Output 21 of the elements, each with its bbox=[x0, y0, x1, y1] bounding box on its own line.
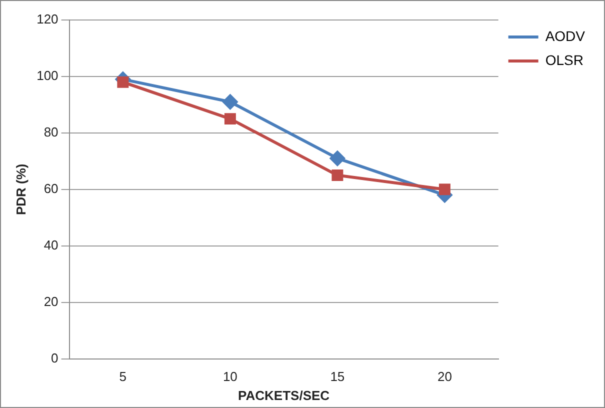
y-tick-label: 120 bbox=[36, 12, 58, 27]
y-tick-label: 0 bbox=[51, 350, 58, 366]
y-tick-label: 80 bbox=[44, 124, 58, 140]
x-tick-label: 15 bbox=[330, 369, 345, 384]
point bbox=[222, 94, 238, 110]
point bbox=[224, 113, 236, 125]
y-tick-label: 40 bbox=[44, 237, 58, 252]
y-tick-label: 60 bbox=[44, 180, 58, 196]
x-tick-label: 10 bbox=[222, 369, 238, 384]
point bbox=[330, 150, 345, 166]
x-tick-label: 20 bbox=[437, 369, 452, 384]
y-tick-label: 20 bbox=[44, 294, 58, 309]
x-tick-label: 5 bbox=[119, 369, 127, 384]
point bbox=[117, 76, 129, 88]
legend-label: OLSR bbox=[545, 52, 584, 68]
y-tick-label: 100 bbox=[36, 68, 58, 84]
point bbox=[438, 184, 450, 196]
y-axis-title: PDR (%) bbox=[13, 164, 28, 216]
point bbox=[332, 170, 344, 182]
legend-label: AODV bbox=[545, 28, 586, 44]
x-axis-title: PACKETS/SEC bbox=[238, 388, 330, 403]
